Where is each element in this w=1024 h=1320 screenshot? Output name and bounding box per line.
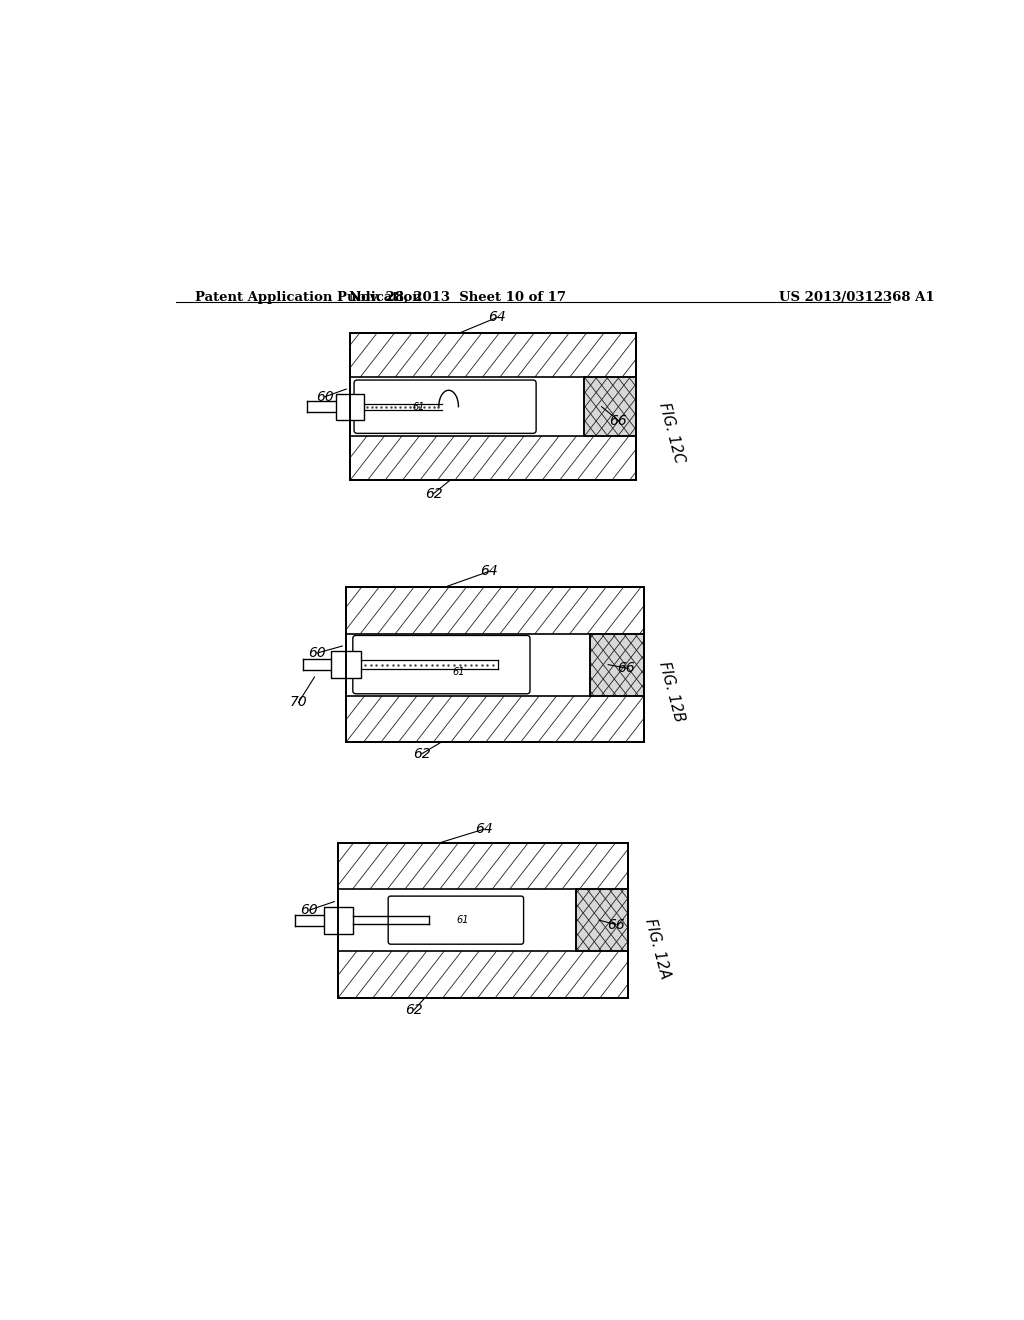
- Text: 60: 60: [300, 903, 317, 917]
- Text: US 2013/0312368 A1: US 2013/0312368 A1: [778, 292, 934, 304]
- Text: 60: 60: [308, 645, 326, 660]
- Bar: [346, 634, 590, 696]
- Text: FIG. 12A: FIG. 12A: [642, 916, 673, 981]
- Text: 66: 66: [617, 661, 635, 676]
- Bar: [324, 907, 353, 933]
- Bar: [590, 634, 644, 696]
- Text: Patent Application Publication: Patent Application Publication: [196, 292, 422, 304]
- Bar: [346, 587, 644, 742]
- Bar: [575, 890, 628, 952]
- Text: Nov. 28, 2013  Sheet 10 of 17: Nov. 28, 2013 Sheet 10 of 17: [349, 292, 566, 304]
- Bar: [338, 842, 628, 998]
- Text: 60: 60: [316, 389, 334, 404]
- Bar: [350, 333, 636, 480]
- Text: 66: 66: [609, 413, 628, 428]
- Bar: [338, 842, 628, 998]
- FancyBboxPatch shape: [388, 896, 523, 944]
- Bar: [336, 393, 365, 420]
- Text: 61: 61: [453, 668, 465, 677]
- Text: 66: 66: [607, 917, 625, 932]
- Text: 64: 64: [488, 310, 506, 325]
- Bar: [332, 651, 361, 678]
- Text: 64: 64: [475, 822, 493, 837]
- Bar: [346, 587, 644, 742]
- Bar: [338, 890, 575, 952]
- Text: 62: 62: [425, 487, 442, 500]
- FancyBboxPatch shape: [353, 635, 530, 694]
- Text: 64: 64: [480, 565, 498, 578]
- Text: FIG. 12B: FIG. 12B: [655, 660, 686, 723]
- Text: 62: 62: [413, 747, 430, 760]
- Bar: [350, 378, 585, 436]
- Text: 61: 61: [456, 915, 469, 925]
- Bar: [350, 333, 636, 480]
- Text: 62: 62: [404, 1003, 423, 1018]
- Text: 70: 70: [290, 696, 307, 709]
- Text: FIG. 12C: FIG. 12C: [655, 400, 686, 465]
- FancyBboxPatch shape: [354, 380, 537, 433]
- Text: 61: 61: [413, 401, 425, 412]
- Bar: [585, 378, 636, 436]
